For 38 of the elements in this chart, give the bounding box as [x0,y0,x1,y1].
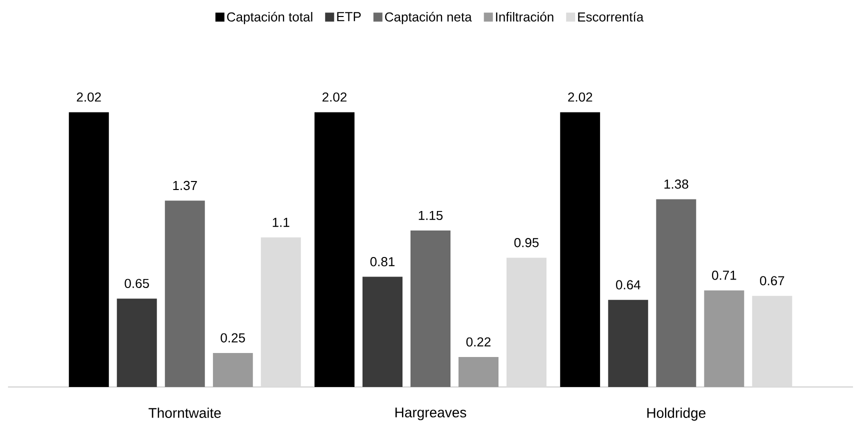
data-label: 0.67 [760,276,784,286]
data-label: 2.02 [322,92,346,102]
x-tick-label: Thorntwaite [148,408,221,418]
legend-label: Captación total [227,12,312,24]
legend-label: Infiltración [496,12,554,22]
x-tick-label: Holdridge [647,408,706,421]
legend-label: ETP [337,12,361,22]
bar [458,357,499,387]
data-label: 0.25 [220,333,245,342]
bar [752,296,792,387]
legend-label: Captación neta [385,12,472,24]
data-label: 0.71 [712,270,736,280]
data-label: 2.02 [76,92,101,102]
data-label: 1.38 [664,180,688,189]
bar [656,199,696,387]
data-label: 2.02 [568,92,592,102]
bar [608,300,648,387]
bar [560,112,600,387]
bar [68,112,109,387]
bar [116,298,157,387]
data-label: 1.1 [272,218,290,227]
data-label: 0.65 [124,278,149,288]
bar [212,352,253,387]
bar [164,200,205,387]
data-label: 1.15 [418,210,443,220]
data-label: 0.22 [466,337,490,347]
bar [314,112,355,387]
legend-label: Escorrentía [578,12,644,22]
x-tick-label: Hargreaves [395,408,466,420]
data-label: 0.81 [370,257,395,266]
bar [704,290,744,387]
bar [260,237,301,387]
data-label: 0.95 [514,238,539,248]
bar [506,258,547,387]
bar [410,230,451,387]
bar [362,276,403,387]
data-label: 0.64 [616,280,640,290]
data-label: 1.37 [173,180,197,190]
